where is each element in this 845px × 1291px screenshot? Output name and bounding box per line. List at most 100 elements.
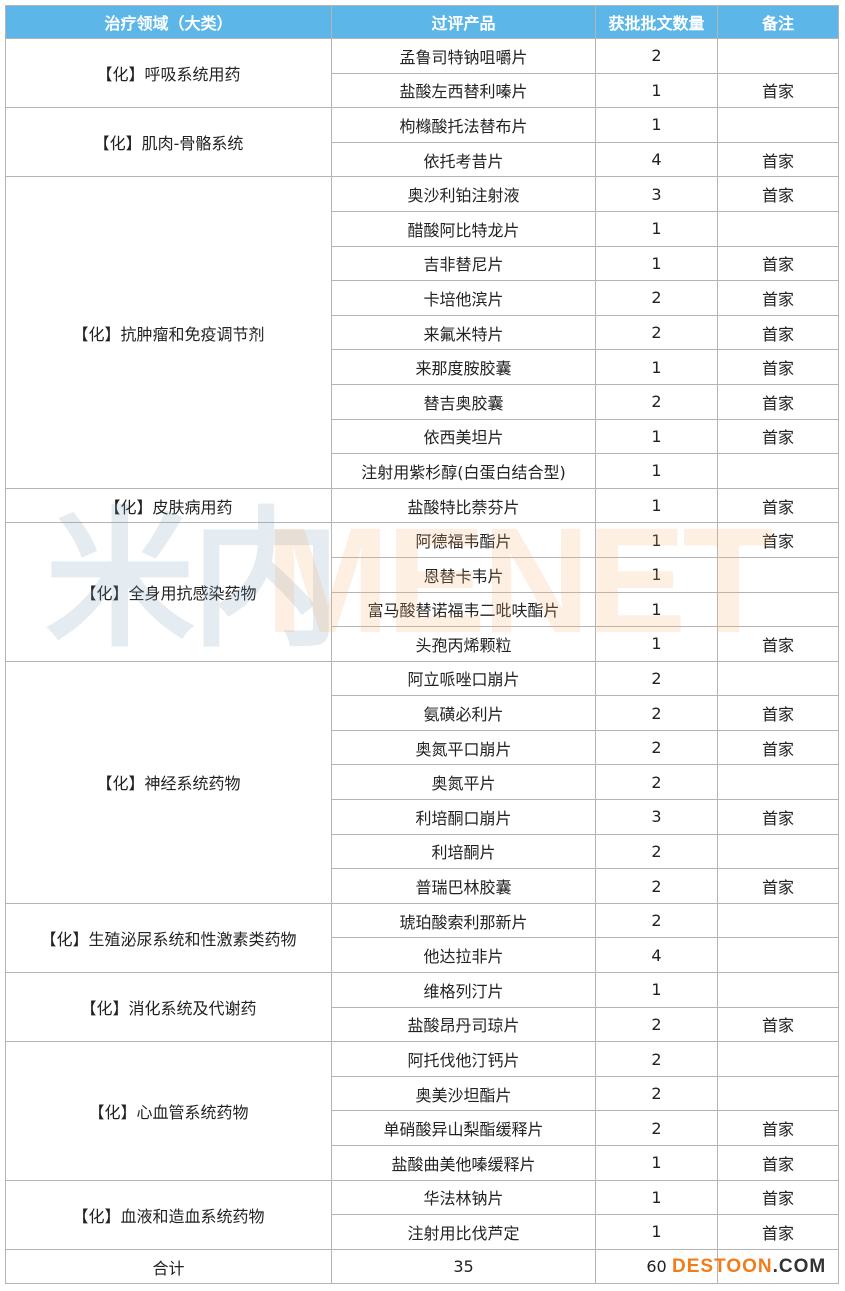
count-cell: 1: [595, 556, 718, 593]
count-cell: 2: [595, 280, 718, 316]
count-cell: 1: [595, 349, 718, 385]
note-cell: [717, 972, 839, 1008]
note-cell: [717, 210, 839, 247]
note-cell: 首家: [717, 522, 839, 558]
table-row: 氨磺必利片 2 首家: [6, 695, 839, 731]
count-cell: 2: [595, 729, 718, 766]
table-row: 【化】肌肉-骨骼系统 枸橼酸托法替布片 1: [5, 107, 839, 178]
note-cell: 首家: [717, 729, 839, 766]
note-cell: [717, 660, 839, 697]
count-cell: 2: [595, 695, 718, 731]
count-cell: 2: [595, 1110, 718, 1146]
header-cell: 治疗领域（大类）: [5, 5, 332, 39]
product-cell: 盐酸左西替利嗪片: [331, 72, 596, 109]
table-row: 来氟米特片 2 首家: [6, 314, 839, 351]
table-row: 【化】抗肿瘤和免疫调节剂 奥沙利铂注射液 3 首家: [5, 176, 839, 489]
note-cell: [717, 937, 839, 974]
table-row: 奥氮平片 2: [6, 764, 839, 801]
category-cell: 【化】呼吸系统用药: [5, 37, 332, 109]
count-cell: 1: [595, 487, 718, 524]
count-cell: 1: [595, 1145, 718, 1181]
note-cell: 首家: [717, 72, 839, 109]
count-cell: 1: [595, 210, 718, 247]
note-cell: 首家: [717, 487, 839, 524]
table-row: 注射用比伐芦定 1 首家: [6, 1214, 839, 1250]
note-cell: [717, 902, 839, 939]
product-cell: 氨磺必利片: [331, 695, 596, 731]
count-cell: 2: [595, 833, 718, 870]
count-cell: 1: [595, 522, 718, 558]
note-cell: 首家: [717, 695, 839, 731]
count-cell: 1: [595, 107, 718, 143]
table-row: 单硝酸异山梨酯缓释片 2 首家: [6, 1110, 839, 1146]
note-cell: [717, 556, 839, 593]
product-cell: 来氟米特片: [331, 314, 596, 351]
note-cell: [717, 38, 839, 74]
product-cell: 单硝酸异山梨酯缓释片: [331, 1110, 596, 1146]
count-cell: 1: [595, 245, 718, 282]
product-cell: 恩替卡韦片: [331, 556, 596, 593]
note-cell: 首家: [717, 176, 839, 212]
product-cell: 利培酮片: [331, 833, 596, 870]
count-cell: 1: [595, 1179, 718, 1216]
table-row: 富马酸替诺福韦二吡呋酯片 1: [6, 591, 839, 628]
product-cell: 头孢丙烯颗粒: [331, 626, 596, 662]
product-cell: 盐酸曲美他嗪缓释片: [331, 1145, 596, 1181]
product-cell: 维格列汀片: [331, 972, 596, 1008]
category-cell: 【化】血液和造血系统药物: [5, 1179, 332, 1250]
table-row: 【化】消化系统及代谢药 维格列汀片 1: [5, 972, 839, 1043]
table-row: 【化】皮肤病用药 盐酸特比萘芬片 1 首家: [5, 487, 839, 524]
total-row: 合计 35 60: [5, 1248, 839, 1285]
note-cell: 首家: [717, 799, 839, 835]
count-cell: 2: [595, 1075, 718, 1112]
note-cell: [717, 107, 839, 143]
note-cell: 首家: [717, 349, 839, 385]
product-cell: 注射用比伐芦定: [331, 1214, 596, 1250]
count-cell: 1: [595, 972, 718, 1008]
count-cell: 1: [595, 626, 718, 662]
note-cell: 首家: [717, 1214, 839, 1250]
product-cell: 枸橼酸托法替布片: [331, 107, 596, 143]
product-cell: 奥氮平口崩片: [331, 729, 596, 766]
note-cell: [717, 591, 839, 628]
category-cell: 【化】抗肿瘤和免疫调节剂: [5, 176, 332, 489]
table-row: 恩替卡韦片 1: [6, 556, 839, 593]
product-cell: 阿立哌唑口崩片: [331, 660, 596, 697]
count-cell: 2: [595, 383, 718, 420]
product-cell: 奥氮平片: [331, 764, 596, 801]
note-cell: [717, 1075, 839, 1112]
table-row: 奥美沙坦酯片 2: [6, 1075, 839, 1112]
count-cell: 3: [595, 799, 718, 835]
product-cell: 利培酮口崩片: [331, 799, 596, 835]
category-cell: 【化】消化系统及代谢药: [5, 972, 332, 1043]
product-cell: 阿德福韦酯片: [331, 522, 596, 558]
total-products: 35: [331, 1248, 596, 1285]
table-row: 普瑞巴林胶囊 2 首家: [6, 868, 839, 904]
note-cell: [717, 764, 839, 801]
table-row: 利培酮片 2: [6, 833, 839, 870]
table-body: 【化】呼吸系统用药 孟鲁司特钠咀嚼片 2 盐酸左西替利嗪片 1 首家 【化】肌肉-骨骼系统枸…: [5, 37, 839, 1285]
note-cell: 首家: [717, 1006, 839, 1043]
table-row: 【化】神经系统药物 阿立哌唑口崩片 2: [5, 660, 839, 904]
table-row: 盐酸曲美他嗪缓释片 1 首家: [6, 1145, 839, 1181]
category-cell: 【化】心血管系统药物: [5, 1041, 332, 1181]
count-cell: 1: [595, 418, 718, 455]
category-cell: 【化】全身用抗感染药物: [5, 522, 332, 662]
product-cell: 他达拉非片: [331, 937, 596, 974]
table-row: 来那度胺胶囊 1 首家: [6, 349, 839, 385]
product-cell: 盐酸特比萘芬片: [331, 487, 596, 524]
product-cell: 琥珀酸索利那新片: [331, 902, 596, 939]
total-note: [717, 1248, 839, 1285]
note-cell: 首家: [717, 1110, 839, 1146]
product-cell: 普瑞巴林胶囊: [331, 868, 596, 904]
note-cell: 首家: [717, 141, 839, 178]
drug-table: 治疗领域（大类） 过评产品 获批批文数量 备注 【化】呼吸系统用药 孟鲁司特钠咀嚼…: [5, 5, 839, 1285]
note-cell: 首家: [717, 868, 839, 904]
table-row: 【化】生殖泌尿系统和性激素类药物 琥珀酸索利那新片 2: [5, 902, 839, 974]
product-cell: 依西美坦片: [331, 418, 596, 455]
note-cell: 首家: [717, 1145, 839, 1181]
product-cell: 奥沙利铂注射液: [331, 176, 596, 212]
category-cell: 【化】肌肉-骨骼系统: [5, 107, 332, 178]
product-cell: 醋酸阿比特龙片: [331, 210, 596, 247]
